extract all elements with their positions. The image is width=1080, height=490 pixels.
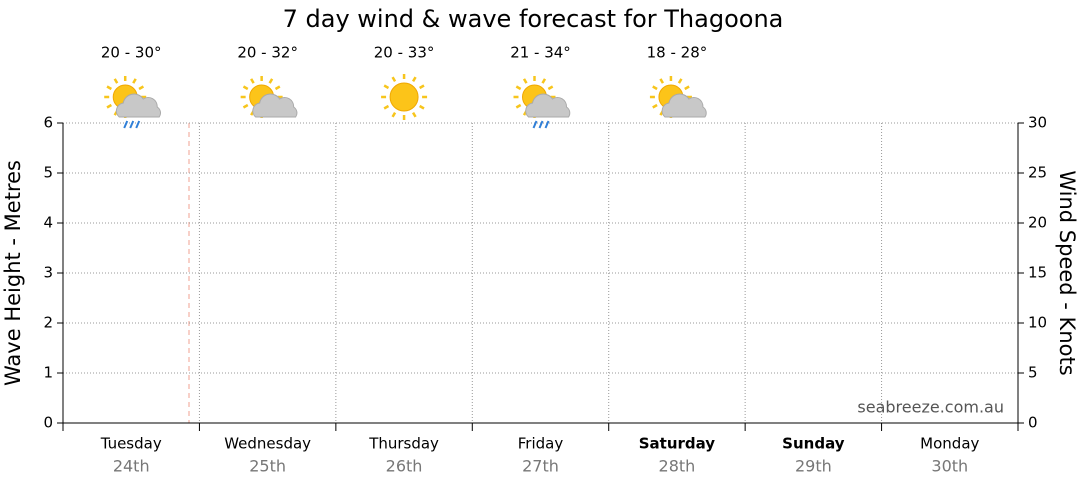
x-tick-label: Tuesday [100, 435, 162, 453]
x-tick-label: Friday [518, 435, 564, 453]
temperature-label: 20 - 30° [101, 44, 162, 62]
sun-ray [138, 85, 145, 91]
sun-ray [391, 111, 397, 118]
temperature-label: 20 - 33° [374, 44, 435, 62]
sun-ray [106, 103, 112, 109]
y-tick-label: 5 [43, 164, 53, 182]
x-date-label: 24th [113, 457, 150, 476]
sun-ray [541, 78, 547, 84]
watermark: seabreeze.com.au [857, 398, 1004, 417]
y-tick-label: 4 [43, 214, 53, 232]
y-tick-label: 2 [43, 314, 53, 332]
y2-tick-label: 0 [1028, 414, 1038, 432]
weather-icon [513, 76, 571, 129]
sun-ray [547, 85, 554, 91]
x-date-label: 25th [249, 457, 286, 476]
y2-tick-label: 25 [1028, 164, 1047, 182]
y2-tick-label: 10 [1028, 314, 1047, 332]
weather-icon [104, 76, 161, 129]
x-tick-label: Wednesday [224, 435, 311, 453]
chart-title: 7 day wind & wave forecast for Thagoona [283, 5, 784, 33]
sun-ray [652, 85, 658, 91]
y-tick-label: 0 [43, 414, 53, 432]
weather-icon [240, 76, 298, 118]
sun-ray [684, 85, 690, 91]
temperature-label: 21 - 34° [510, 44, 571, 62]
x-date-label: 29th [795, 457, 832, 476]
weather-icon [381, 74, 428, 120]
y-tick-label: 3 [43, 264, 53, 282]
x-tick-label: Saturday [639, 435, 716, 453]
y-axis-title: Wave Height - Metres [1, 160, 25, 386]
cloud [115, 93, 161, 118]
y2-tick-label: 15 [1028, 264, 1047, 282]
x-date-label: 28th [659, 457, 696, 476]
sun-ray [242, 103, 249, 109]
y2-tick-label: 20 [1028, 214, 1047, 232]
x-tick-label: Sunday [782, 435, 845, 453]
sun-ray [419, 104, 425, 110]
rain-drop [538, 120, 544, 129]
sun-ray [522, 78, 528, 84]
rain-drop [532, 120, 538, 129]
y2-tick-label: 30 [1028, 114, 1047, 132]
y-tick-label: 1 [43, 364, 53, 382]
cloud [252, 93, 298, 118]
y2-axis-title: Wind Speed - Knots [1055, 170, 1079, 375]
sun-ray [268, 78, 274, 84]
sun-ray [515, 85, 522, 91]
rain-drop [123, 120, 129, 129]
sun-ray [419, 84, 425, 90]
sun-ray [515, 103, 522, 109]
temperature-label: 20 - 32° [237, 44, 298, 62]
x-tick-label: Monday [920, 435, 979, 453]
sun-ray [274, 85, 281, 91]
sun-ray [132, 78, 137, 84]
sun-ray [391, 76, 397, 83]
sun-ray [411, 111, 417, 118]
sun-ray [242, 85, 249, 91]
sun-ray [677, 78, 683, 84]
cloud [525, 93, 571, 118]
cloud [661, 93, 707, 118]
rain-drop [544, 120, 550, 129]
sun-ray [250, 78, 255, 84]
temperature-label: 18 - 28° [647, 44, 708, 62]
rain-drop [129, 120, 135, 129]
x-date-label: 26th [386, 457, 423, 476]
x-date-label: 27th [522, 457, 559, 476]
y2-tick-label: 5 [1028, 364, 1038, 382]
sun-ray [411, 76, 417, 83]
y-tick-label: 6 [43, 114, 53, 132]
sun-ray [106, 85, 112, 91]
sun-ray [383, 84, 390, 90]
sun-ray [659, 78, 665, 84]
weather-icon [649, 76, 707, 118]
x-tick-label: Thursday [368, 435, 439, 453]
rain-drop [135, 120, 141, 129]
x-date-label: 30th [931, 457, 968, 476]
sun-ray [383, 104, 390, 110]
sun-ray [113, 78, 119, 84]
sun [389, 82, 419, 112]
sun-ray [652, 103, 658, 109]
